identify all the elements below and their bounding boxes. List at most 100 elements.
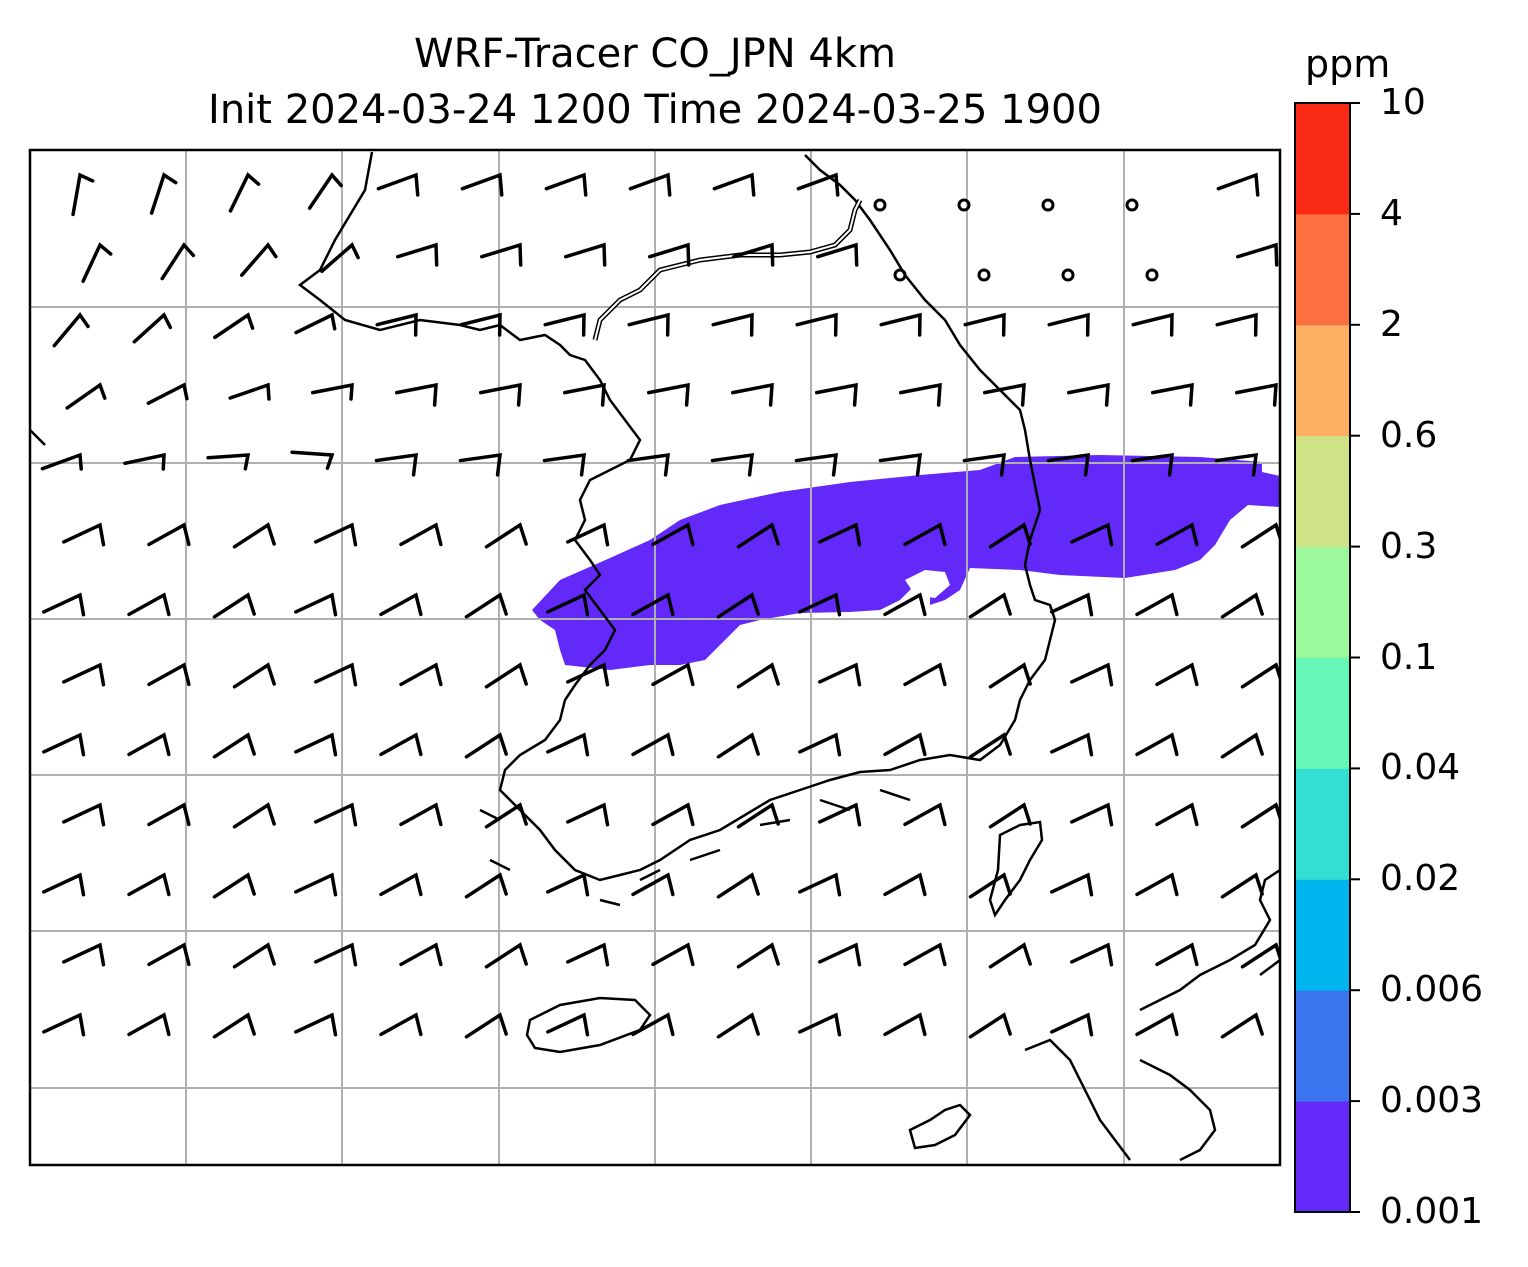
wind-barb (1220, 1012, 1264, 1039)
wind-barb (628, 172, 672, 197)
wind-barb (968, 732, 1012, 759)
wind-barb (41, 592, 86, 617)
wind-barbs (40, 172, 1280, 1039)
wind-barb (716, 592, 760, 619)
wind-barb (464, 1012, 508, 1039)
wind-barb (1130, 452, 1175, 477)
map-frame (28, 148, 1282, 1167)
wind-barb (132, 312, 173, 344)
wind-barb (146, 382, 189, 405)
wind-barb (543, 312, 586, 337)
map-title-line-1: WRF-Tracer CO_JPN 4km (414, 31, 896, 77)
colorbar-segment (1295, 879, 1350, 991)
wind-barb (379, 592, 423, 617)
wind-barb (1070, 942, 1114, 967)
calm-wind-marker (1125, 198, 1139, 212)
wind-barb (544, 172, 588, 197)
wind-barb (651, 662, 695, 687)
wind-barb (484, 522, 528, 549)
wind-barb (545, 732, 590, 757)
wind-barb (399, 522, 443, 547)
wind-barb (293, 732, 338, 757)
wind-barb (898, 382, 942, 407)
wind-barb (206, 453, 251, 471)
wind-barb (1050, 732, 1094, 757)
wind-barb (736, 662, 780, 689)
colorbar-segment (1295, 213, 1350, 326)
wind-barb (127, 592, 171, 617)
wind-barb (651, 802, 695, 827)
wind-barb (1155, 802, 1199, 827)
wind-barb (962, 452, 1007, 477)
wind-barb (313, 522, 358, 547)
korea-west-coast (297, 151, 1057, 882)
calm-wind-marker (1041, 198, 1055, 212)
wind-barb (988, 942, 1032, 969)
wind-barb (399, 942, 443, 967)
wind-barb (730, 382, 774, 407)
wind-barb (212, 592, 256, 619)
wind-barb (988, 522, 1032, 549)
wind-barb (213, 312, 255, 340)
colorbar-segment (1295, 103, 1350, 215)
calm-wind-marker (957, 198, 971, 212)
wind-barb (52, 312, 90, 348)
map-title-line-2: Init 2024-03-24 1200 Time 2024-03-25 190… (208, 87, 1102, 133)
wind-barb (883, 592, 927, 617)
wind-barb (631, 1012, 675, 1037)
wind-barb (240, 242, 278, 277)
wind-barb (293, 592, 338, 617)
wind-barb (399, 802, 443, 827)
wind-barb (375, 312, 418, 337)
wind-barb (626, 452, 671, 477)
wind-barb (81, 242, 113, 284)
wind-barb (631, 592, 675, 617)
wind-barb (464, 592, 508, 619)
wind-barb (1240, 522, 1280, 549)
colorbar-segment (1295, 768, 1350, 880)
wind-barb (1234, 382, 1278, 407)
wind-barb (797, 872, 842, 897)
wind-barb (458, 452, 503, 477)
wind-barb (294, 312, 337, 335)
wind-barb (1135, 1012, 1179, 1037)
calm-wind-marker (873, 198, 887, 212)
wind-barb (797, 1012, 842, 1037)
wind-barb (123, 452, 166, 471)
wind-barb (1046, 452, 1091, 477)
wind-barb (313, 942, 358, 967)
wind-barb (379, 1012, 423, 1037)
kyushu-coast (1024, 1038, 1217, 1162)
wind-barb (651, 942, 695, 967)
wind-barb (565, 942, 610, 967)
wind-barb (1215, 312, 1258, 337)
wind-barb (1240, 662, 1280, 689)
wind-barb (379, 732, 423, 757)
wind-barb (716, 1012, 760, 1039)
wind-barb (313, 802, 358, 827)
wind-barb (817, 662, 862, 687)
colorbar-segment (1295, 1101, 1350, 1213)
wind-barb (1220, 872, 1264, 899)
wind-barb (883, 872, 927, 897)
wind-barb (968, 592, 1012, 619)
wind-barb (711, 312, 754, 337)
wind-barb (41, 872, 86, 897)
wind-barb (879, 312, 922, 337)
wind-barb (212, 1012, 256, 1039)
colorbar-tick-label: 0.001 (1380, 1191, 1484, 1232)
wind-barb (1220, 732, 1264, 759)
colorbar-tick-label: 0.6 (1380, 414, 1438, 456)
wind-barb (61, 942, 106, 967)
wind-barb (982, 382, 1026, 407)
wind-barb (61, 802, 106, 827)
wind-barb (878, 452, 923, 477)
wind-barb (903, 802, 947, 827)
wind-barb (41, 1012, 86, 1037)
wind-barb (127, 732, 171, 757)
lat-lon-grid (30, 150, 1280, 1165)
wind-barb (794, 452, 839, 477)
colorbar-unit-label: ppm (1305, 42, 1391, 86)
wind-barb (228, 172, 261, 213)
wind-barb (1050, 872, 1094, 897)
